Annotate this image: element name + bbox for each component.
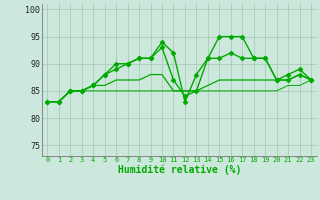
- X-axis label: Humidité relative (%): Humidité relative (%): [117, 165, 241, 175]
